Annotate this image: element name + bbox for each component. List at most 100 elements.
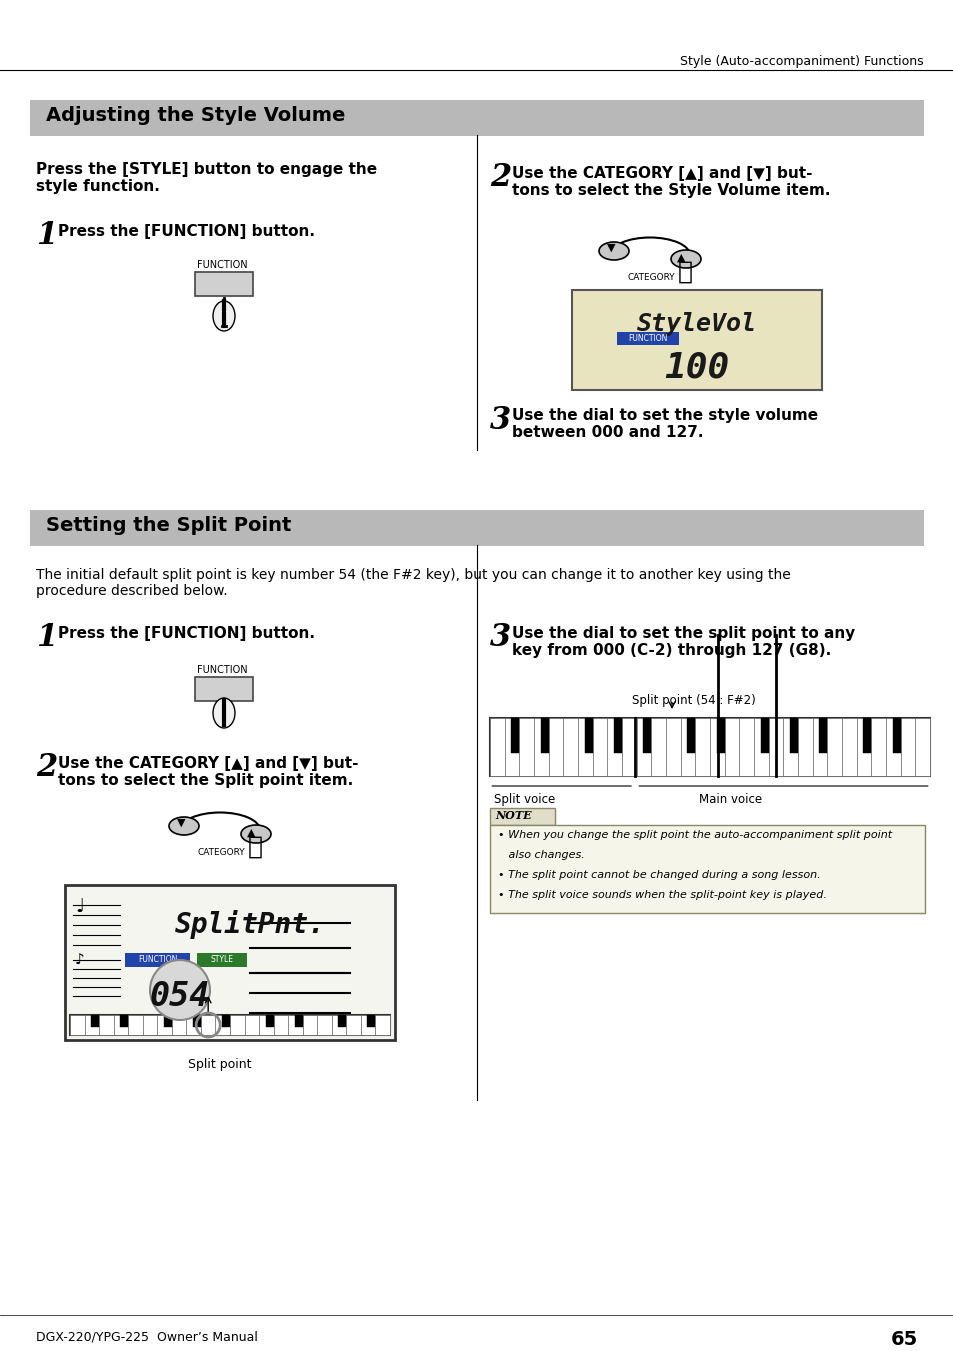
Text: StyleVol: StyleVol bbox=[637, 312, 757, 336]
Text: Press the [FUNCTION] button.: Press the [FUNCTION] button. bbox=[58, 626, 314, 640]
Bar bbox=[186, 1015, 201, 1035]
Bar bbox=[607, 717, 621, 775]
Bar bbox=[274, 1015, 288, 1035]
Bar bbox=[70, 1015, 85, 1035]
Bar bbox=[230, 1015, 244, 1035]
Bar bbox=[172, 1015, 186, 1035]
Ellipse shape bbox=[213, 301, 234, 331]
Bar bbox=[504, 717, 518, 775]
Text: ▼: ▼ bbox=[177, 817, 185, 828]
Bar bbox=[317, 1015, 332, 1035]
Text: ▼: ▼ bbox=[606, 243, 615, 253]
Bar bbox=[617, 332, 679, 345]
Text: 3: 3 bbox=[490, 405, 511, 436]
Bar bbox=[113, 1015, 128, 1035]
Bar bbox=[739, 717, 753, 775]
Bar bbox=[196, 952, 247, 967]
Text: 65: 65 bbox=[890, 1329, 917, 1350]
Text: STYLE: STYLE bbox=[211, 955, 233, 965]
Text: Setting the Split Point: Setting the Split Point bbox=[46, 516, 291, 535]
Bar bbox=[346, 1015, 360, 1035]
Bar bbox=[302, 1015, 317, 1035]
Ellipse shape bbox=[213, 698, 234, 728]
Bar bbox=[562, 717, 578, 775]
Text: Main voice: Main voice bbox=[699, 793, 761, 807]
Bar bbox=[91, 1015, 99, 1027]
Text: Split point: Split point bbox=[188, 1058, 252, 1071]
Bar bbox=[651, 717, 665, 775]
Bar bbox=[490, 808, 555, 825]
Bar bbox=[613, 717, 621, 753]
Bar bbox=[244, 1015, 259, 1035]
Bar bbox=[665, 717, 679, 775]
Bar bbox=[900, 717, 914, 775]
Bar bbox=[782, 717, 797, 775]
Text: FUNCTION: FUNCTION bbox=[138, 955, 177, 965]
Bar bbox=[490, 825, 924, 913]
Bar bbox=[265, 1015, 274, 1027]
Text: Split point (54 : F#2): Split point (54 : F#2) bbox=[631, 694, 755, 707]
Text: 100: 100 bbox=[663, 350, 729, 384]
Ellipse shape bbox=[598, 242, 628, 259]
Bar bbox=[724, 717, 739, 775]
Bar bbox=[259, 1015, 274, 1035]
Bar bbox=[572, 290, 821, 390]
Bar bbox=[642, 717, 651, 753]
Bar bbox=[812, 717, 826, 775]
Circle shape bbox=[150, 961, 210, 1020]
Bar bbox=[215, 1015, 230, 1035]
Text: Use the dial to set the style volume
between 000 and 127.: Use the dial to set the style volume bet… bbox=[512, 408, 818, 440]
Text: ▲: ▲ bbox=[677, 253, 685, 263]
Ellipse shape bbox=[241, 825, 271, 843]
Text: 2: 2 bbox=[36, 753, 57, 784]
Bar bbox=[125, 952, 190, 967]
Bar bbox=[193, 1015, 201, 1027]
Text: FUNCTION: FUNCTION bbox=[196, 259, 248, 270]
Text: 1: 1 bbox=[36, 621, 57, 653]
Bar bbox=[753, 717, 768, 775]
Bar bbox=[841, 717, 856, 775]
Text: 054: 054 bbox=[150, 979, 210, 1013]
Text: Press the [FUNCTION] button.: Press the [FUNCTION] button. bbox=[58, 224, 314, 239]
Bar bbox=[540, 717, 548, 753]
Bar bbox=[892, 717, 900, 753]
Bar bbox=[862, 717, 870, 753]
Ellipse shape bbox=[670, 250, 700, 267]
Text: Adjusting the Style Volume: Adjusting the Style Volume bbox=[46, 105, 345, 126]
Bar bbox=[164, 1015, 172, 1027]
Bar bbox=[490, 717, 504, 775]
Text: NOTE: NOTE bbox=[495, 811, 531, 821]
Bar bbox=[194, 272, 253, 296]
Bar bbox=[65, 885, 395, 1040]
Bar bbox=[885, 717, 900, 775]
Ellipse shape bbox=[169, 817, 199, 835]
Text: ♩: ♩ bbox=[75, 897, 84, 916]
Bar bbox=[826, 717, 841, 775]
Text: • The split voice sounds when the split-point key is played.: • The split voice sounds when the split-… bbox=[497, 890, 826, 900]
Bar bbox=[70, 1015, 390, 1035]
Bar bbox=[157, 1015, 172, 1035]
Bar bbox=[914, 717, 929, 775]
Text: CATEGORY: CATEGORY bbox=[627, 273, 675, 282]
Text: also changes.: also changes. bbox=[497, 850, 584, 861]
Bar bbox=[768, 717, 782, 775]
Bar bbox=[128, 1015, 143, 1035]
Bar bbox=[679, 717, 695, 775]
Text: Split voice: Split voice bbox=[494, 793, 555, 807]
Bar bbox=[367, 1015, 375, 1027]
Bar bbox=[636, 717, 651, 775]
Text: ▲: ▲ bbox=[247, 828, 255, 838]
Text: 2: 2 bbox=[490, 162, 511, 193]
Text: 1: 1 bbox=[36, 220, 57, 251]
Bar bbox=[99, 1015, 113, 1035]
Bar bbox=[819, 717, 826, 753]
Bar bbox=[548, 717, 562, 775]
Text: CATEGORY: CATEGORY bbox=[198, 848, 245, 857]
Bar bbox=[201, 1015, 215, 1035]
Text: The initial default split point is key number 54 (the F#2 key), but you can chan: The initial default split point is key n… bbox=[36, 567, 790, 598]
Bar bbox=[621, 717, 636, 775]
Bar bbox=[534, 717, 548, 775]
Bar bbox=[716, 717, 724, 753]
Text: 3: 3 bbox=[490, 621, 511, 653]
Bar bbox=[584, 717, 592, 753]
